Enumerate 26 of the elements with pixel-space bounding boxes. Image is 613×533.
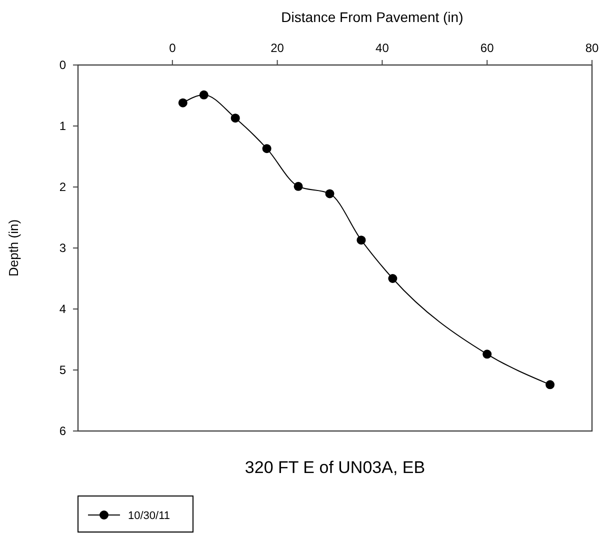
y-tick-label: 5 — [59, 363, 66, 377]
x-tick-label: 80 — [585, 41, 599, 55]
point — [294, 182, 303, 191]
point — [230, 114, 240, 123]
x-tick-label: 0 — [169, 41, 176, 55]
point — [482, 350, 492, 359]
x-tick-label: 40 — [376, 41, 390, 55]
y-tick-label: 6 — [59, 424, 66, 438]
point — [546, 380, 555, 390]
point — [178, 98, 188, 108]
point — [388, 274, 398, 283]
point — [199, 90, 208, 100]
text: 320 FT E of UN03A, EB — [244, 458, 426, 477]
x-axis-title: Distance From Pavement (in) — [281, 9, 464, 25]
y-axis-title: Depth (in) — [6, 219, 21, 277]
x-tick-label: 20 — [270, 41, 284, 55]
y-tick-label: 0 — [59, 58, 66, 72]
y-tick-label: 1 — [59, 119, 66, 133]
point — [262, 144, 272, 154]
y-tick-label: 4 — [59, 302, 66, 316]
legend-label: 10/30/11 — [128, 510, 170, 522]
y-tick-label: 3 — [59, 241, 66, 255]
point — [325, 189, 334, 198]
x-tick-label: 60 — [480, 41, 494, 55]
y-tick-label: 2 — [59, 180, 66, 194]
point — [356, 236, 366, 245]
